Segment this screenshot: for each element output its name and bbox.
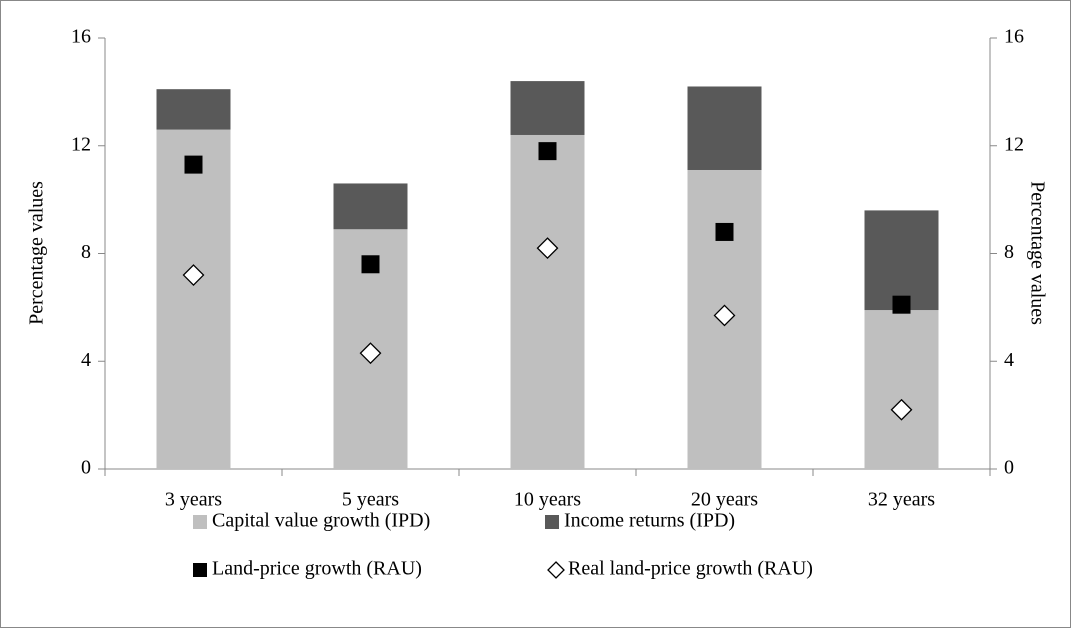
legend-label: Capital value growth (IPD) [212, 510, 430, 532]
y-tick-label: 12 [71, 133, 91, 155]
marker-diamond [182, 264, 205, 286]
y-tick-label: 16 [71, 26, 91, 48]
bar [687, 86, 762, 170]
x-tick-label: 3 years [165, 489, 222, 511]
legend-label: Land-price growth (RAU) [212, 558, 422, 580]
y2-tick-label: 8 [1004, 241, 1014, 263]
legend-swatch [193, 563, 207, 577]
legend-swatch [547, 561, 565, 579]
marker-diamond [536, 237, 559, 260]
marker-square [184, 155, 203, 174]
marker-diamond [713, 304, 736, 327]
y2-tick-label: 12 [1004, 133, 1024, 155]
bar [156, 89, 231, 130]
bar [510, 134, 585, 469]
x-tick-label: 10 years [514, 489, 581, 511]
legend-swatch [193, 515, 207, 529]
legend-swatch [545, 515, 559, 529]
y-tick-label: 4 [81, 349, 91, 371]
bar [864, 310, 939, 469]
marker-square [538, 142, 557, 161]
legend-label: Income returns (IPD) [564, 510, 735, 532]
marker-square [715, 222, 734, 241]
x-tick-label: 5 years [342, 489, 399, 511]
bar [510, 81, 585, 135]
y2-axis-label: Percentage values [1026, 181, 1048, 325]
marker-square [892, 295, 911, 314]
x-tick-label: 20 years [691, 489, 758, 511]
bar [333, 183, 408, 230]
y-tick-label: 0 [81, 457, 91, 479]
bar [156, 129, 231, 469]
y2-tick-label: 16 [1004, 26, 1024, 48]
y2-tick-label: 0 [1004, 457, 1014, 479]
y2-tick-label: 4 [1004, 349, 1014, 371]
y-tick-label: 8 [81, 241, 91, 263]
marker-diamond [890, 398, 913, 421]
bar [864, 210, 939, 311]
y-axis-label: Percentage values [26, 181, 48, 325]
marker-diamond [359, 342, 382, 365]
x-tick-label: 32 years [868, 489, 935, 511]
legend-label: Real land-price growth (RAU) [568, 558, 813, 580]
marker-square [361, 255, 380, 274]
